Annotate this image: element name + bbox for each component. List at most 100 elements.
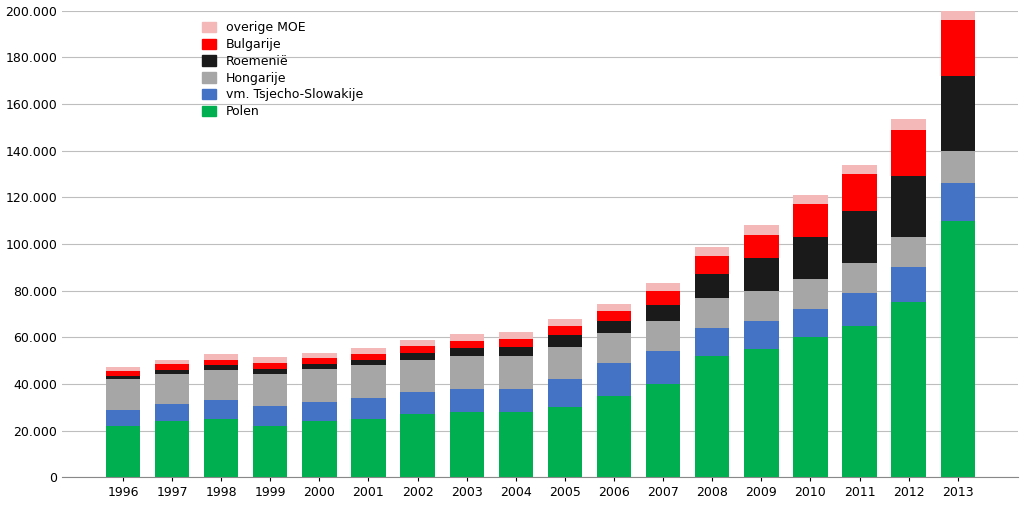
Bar	[597, 333, 631, 363]
Bar	[155, 404, 189, 421]
Bar	[794, 237, 827, 279]
Bar	[351, 366, 386, 398]
Bar	[548, 347, 582, 379]
Bar	[204, 370, 239, 400]
Bar	[204, 360, 239, 366]
Bar	[400, 345, 435, 352]
Bar	[597, 311, 631, 321]
Bar	[351, 360, 386, 366]
Bar	[155, 364, 189, 370]
Bar	[351, 348, 386, 354]
Bar	[499, 412, 534, 477]
Bar	[450, 348, 484, 356]
Bar	[744, 258, 778, 291]
Bar	[941, 76, 975, 150]
Bar	[646, 282, 680, 291]
Bar	[105, 379, 140, 410]
Bar	[892, 130, 926, 176]
Bar	[941, 8, 975, 20]
Bar	[646, 291, 680, 305]
Bar	[744, 235, 778, 258]
Bar	[302, 359, 337, 364]
Bar	[695, 328, 729, 356]
Bar	[892, 119, 926, 130]
Bar	[105, 367, 140, 371]
Bar	[892, 176, 926, 237]
Bar	[253, 406, 288, 426]
Bar	[351, 419, 386, 477]
Bar	[548, 319, 582, 326]
Bar	[646, 321, 680, 351]
Bar	[548, 326, 582, 335]
Bar	[892, 302, 926, 477]
Bar	[155, 374, 189, 404]
Bar	[646, 384, 680, 477]
Bar	[450, 341, 484, 348]
Bar	[597, 396, 631, 477]
Bar	[843, 174, 877, 211]
Bar	[204, 354, 239, 360]
Bar	[794, 195, 827, 205]
Bar	[204, 419, 239, 477]
Bar	[548, 408, 582, 477]
Bar	[155, 360, 189, 364]
Legend: overige MOE, Bulgarije, Roemenië, Hongarije, vm. Tsjecho-Slowakije, Polen: overige MOE, Bulgarije, Roemenië, Hongar…	[203, 22, 364, 118]
Bar	[450, 334, 484, 341]
Bar	[302, 352, 337, 359]
Bar	[597, 321, 631, 333]
Bar	[548, 335, 582, 347]
Bar	[941, 221, 975, 477]
Bar	[400, 352, 435, 360]
Bar	[646, 351, 680, 384]
Bar	[695, 247, 729, 256]
Bar	[892, 267, 926, 302]
Bar	[499, 338, 534, 347]
Bar	[450, 356, 484, 389]
Bar	[105, 426, 140, 477]
Bar	[400, 392, 435, 415]
Bar	[499, 331, 534, 338]
Bar	[843, 165, 877, 174]
Bar	[253, 426, 288, 477]
Bar	[155, 370, 189, 374]
Bar	[302, 401, 337, 421]
Bar	[450, 389, 484, 412]
Bar	[302, 369, 337, 401]
Bar	[843, 293, 877, 326]
Bar	[941, 183, 975, 221]
Bar	[744, 225, 778, 235]
Bar	[941, 150, 975, 183]
Bar	[499, 389, 534, 412]
Bar	[794, 337, 827, 477]
Bar	[941, 20, 975, 76]
Bar	[597, 363, 631, 396]
Bar	[843, 211, 877, 263]
Bar	[105, 376, 140, 379]
Bar	[843, 263, 877, 293]
Bar	[695, 356, 729, 477]
Bar	[105, 410, 140, 426]
Bar	[351, 398, 386, 419]
Bar	[794, 310, 827, 337]
Bar	[400, 340, 435, 345]
Bar	[499, 356, 534, 389]
Bar	[155, 421, 189, 477]
Bar	[105, 371, 140, 376]
Bar	[548, 379, 582, 408]
Bar	[302, 421, 337, 477]
Bar	[744, 349, 778, 477]
Bar	[695, 274, 729, 297]
Bar	[253, 369, 288, 374]
Bar	[400, 360, 435, 392]
Bar	[695, 297, 729, 328]
Bar	[646, 305, 680, 321]
Bar	[204, 400, 239, 419]
Bar	[597, 304, 631, 311]
Bar	[892, 237, 926, 267]
Bar	[744, 321, 778, 349]
Bar	[253, 374, 288, 406]
Bar	[204, 366, 239, 370]
Bar	[499, 347, 534, 356]
Bar	[450, 412, 484, 477]
Bar	[843, 326, 877, 477]
